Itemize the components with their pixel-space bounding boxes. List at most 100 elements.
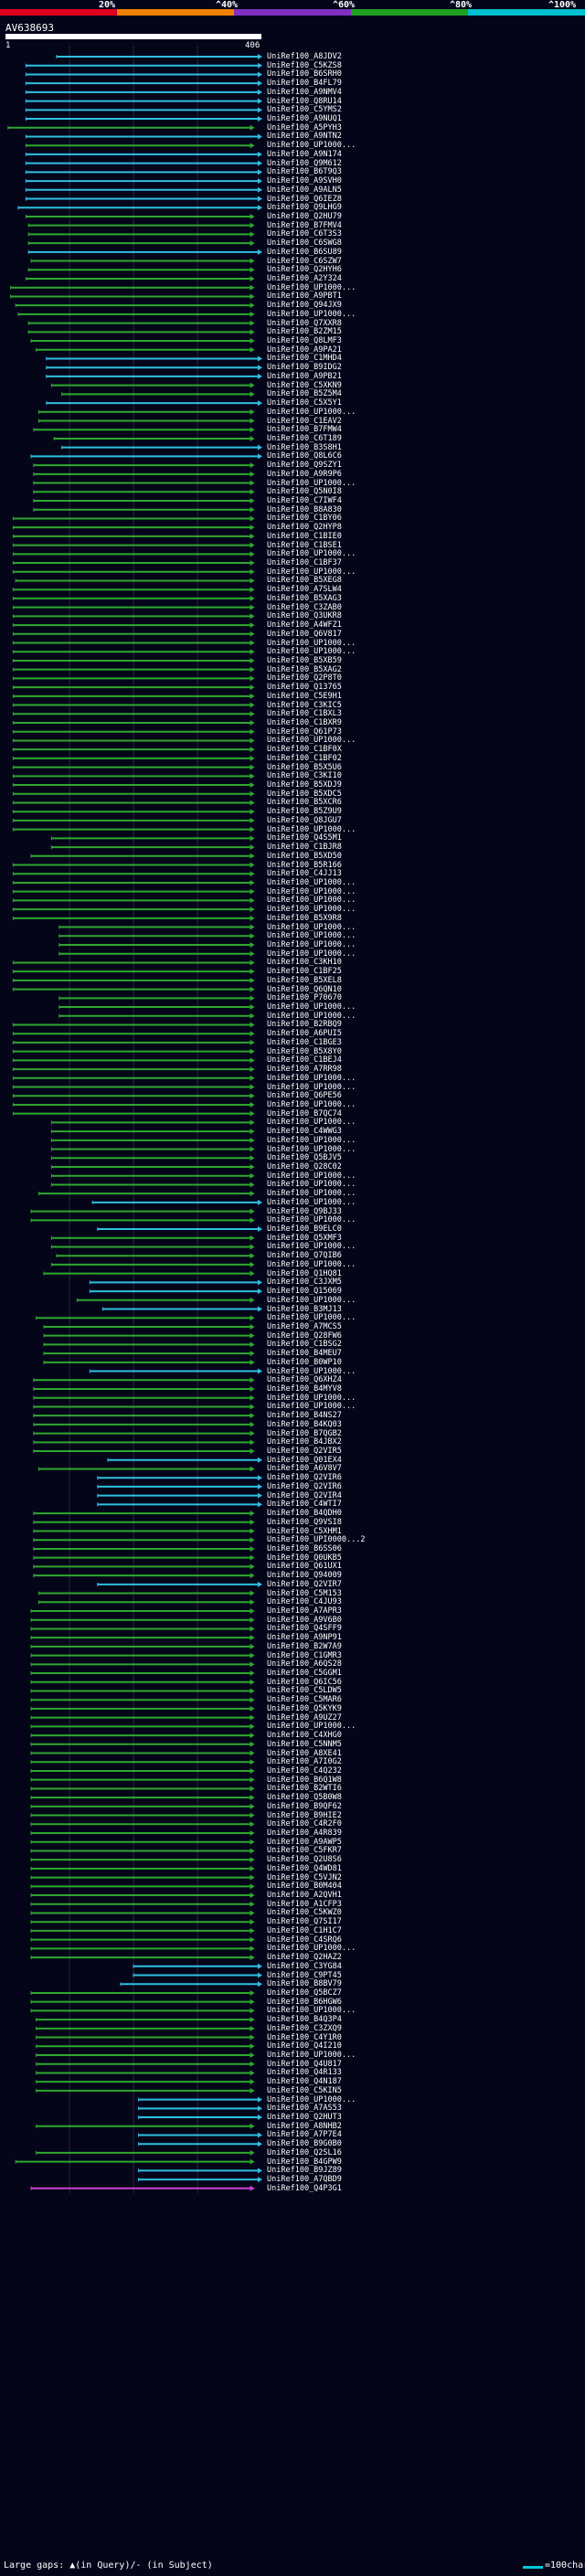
hit-label[interactable]: UniRef100_UP1000... — [267, 407, 356, 417]
hit-label[interactable]: UniRef100_A6V8V7 — [267, 1464, 342, 1474]
hit-label[interactable]: UniRef100_B9JZ89 — [267, 2166, 342, 2176]
hit-label[interactable]: UniRef100_B4KQ03 — [267, 1419, 342, 1429]
hit-label[interactable]: UniRef100_B5XAG3 — [267, 593, 342, 603]
hit-label[interactable]: UniRef100_B9IDG2 — [267, 363, 342, 373]
hit-label[interactable]: UniRef100_C1BSE1 — [267, 540, 342, 550]
hit-label[interactable]: UniRef100_Q8JGU7 — [267, 815, 342, 825]
hit-label[interactable]: UniRef100_A7RR98 — [267, 1065, 342, 1075]
hit-label[interactable]: UniRef100_UP1000... — [267, 1144, 356, 1154]
hit-label[interactable]: UniRef100_C1GMR3 — [267, 1650, 342, 1660]
hit-label[interactable]: UniRef100_B5X5U6 — [267, 762, 342, 772]
hit-label[interactable]: UniRef100_B8A830 — [267, 504, 342, 514]
hit-label[interactable]: UniRef100_Q2P8T0 — [267, 673, 342, 684]
hit-label[interactable]: UniRef100_UP1000... — [267, 638, 356, 648]
hit-label[interactable]: UniRef100_UP1000... — [267, 824, 356, 834]
hit-label[interactable]: UniRef100_Q28C02 — [267, 1162, 342, 1171]
hit-label[interactable]: UniRef100_B5Z5M4 — [267, 389, 342, 399]
hit-label[interactable]: UniRef100_C1BF37 — [267, 558, 342, 568]
hit-label[interactable]: UniRef100_UP1000... — [267, 922, 356, 932]
hit-label[interactable]: UniRef100_C5MAR6 — [267, 1695, 342, 1705]
hit-label[interactable]: UniRef100_Q5KYK9 — [267, 1703, 342, 1713]
hit-label[interactable]: UniRef100_C5KWZ0 — [267, 1908, 342, 1918]
hit-label[interactable]: UniRef100_UPI0000...2 — [267, 1535, 366, 1545]
hit-label[interactable]: UniRef100_B3MJ13 — [267, 1304, 342, 1314]
hit-label[interactable]: UniRef100_Q9SZY1 — [267, 461, 342, 471]
hit-label[interactable]: UniRef100_B7QC74 — [267, 1108, 342, 1118]
hit-label[interactable]: UniRef100_UP1000... — [267, 1259, 356, 1269]
hit-label[interactable]: UniRef100_Q6V817 — [267, 629, 342, 639]
hit-label[interactable]: UniRef100_A9N174 — [267, 149, 342, 159]
hit-label[interactable]: UniRef100_B7FMV4 — [267, 220, 342, 230]
hit-label[interactable]: UniRef100_Q8LMF3 — [267, 336, 342, 346]
hit-label[interactable]: UniRef100_UP1000... — [267, 1313, 356, 1323]
hit-label[interactable]: UniRef100_A7QBD9 — [267, 2175, 342, 2185]
hit-label[interactable]: UniRef100_C3ZXQ9 — [267, 2023, 342, 2033]
hit-label[interactable]: UniRef100_UP1000... — [267, 1197, 356, 1207]
hit-label[interactable]: UniRef100_C1BF25 — [267, 967, 342, 977]
hit-label[interactable]: UniRef100_Q6IEZ8 — [267, 194, 342, 204]
hit-label[interactable]: UniRef100_UP1000... — [267, 2051, 356, 2060]
hit-label[interactable]: UniRef100_B2W7A9 — [267, 1641, 342, 1651]
hit-label[interactable]: UniRef100_UP1000... — [267, 1082, 356, 1092]
hit-label[interactable]: UniRef100_C3YG84 — [267, 1961, 342, 1971]
hit-label[interactable]: UniRef100_B9G0B0 — [267, 2139, 342, 2149]
hit-label[interactable]: UniRef100_B4MEU7 — [267, 1349, 342, 1359]
hit-label[interactable]: UniRef100_C7IWF4 — [267, 496, 342, 505]
hit-label[interactable]: UniRef100_A9NP91 — [267, 1633, 342, 1643]
hit-label[interactable]: UniRef100_UP1000... — [267, 567, 356, 577]
hit-label[interactable]: UniRef100_A1CFP3 — [267, 1899, 342, 1909]
hit-label[interactable]: UniRef100_UP1000... — [267, 940, 356, 949]
hit-label[interactable]: UniRef100_B5X9R8 — [267, 913, 342, 923]
hit-label[interactable]: UniRef100_UP1000... — [267, 549, 356, 559]
hit-label[interactable]: UniRef100_UP1000... — [267, 1944, 356, 1954]
hit-label[interactable]: UniRef100_Q8RU14 — [267, 96, 342, 106]
hit-label[interactable]: UniRef100_UP1000... — [267, 1242, 356, 1252]
hit-label[interactable]: UniRef100_B6Q1W8 — [267, 1775, 342, 1785]
hit-label[interactable]: UniRef100_B4FL79 — [267, 79, 342, 89]
hit-label[interactable]: UniRef100_C5E9H1 — [267, 691, 342, 701]
hit-label[interactable]: UniRef100_C5KIN5 — [267, 2085, 342, 2095]
hit-label[interactable]: UniRef100_Q2VIR6 — [267, 1481, 342, 1491]
hit-label[interactable]: UniRef100_C3ZAB0 — [267, 602, 342, 612]
hit-label[interactable]: UniRef100_B4JBX2 — [267, 1437, 342, 1447]
hit-label[interactable]: UniRef100_Q2U8S6 — [267, 1855, 342, 1865]
hit-label[interactable]: UniRef100_A9NMV4 — [267, 87, 342, 97]
hit-label[interactable]: UniRef100_C3KI10 — [267, 771, 342, 781]
hit-label[interactable]: UniRef100_UP1000... — [267, 647, 356, 657]
hit-label[interactable]: UniRef100_C9PT45 — [267, 1970, 342, 1980]
hit-label[interactable]: UniRef100_Q9VSI8 — [267, 1517, 342, 1527]
hit-label[interactable]: UniRef100_Q2HAZ2 — [267, 1953, 342, 1963]
hit-label[interactable]: UniRef100_A7MCS5 — [267, 1321, 342, 1331]
hit-label[interactable]: UniRef100_Q2HU79 — [267, 211, 342, 221]
hit-label[interactable]: UniRef100_Q4N187 — [267, 2077, 342, 2087]
hit-label[interactable]: UniRef100_UP1000... — [267, 1402, 356, 1412]
hit-label[interactable]: UniRef100_UP1000... — [267, 1171, 356, 1181]
hit-label[interactable]: UniRef100_A8XE41 — [267, 1748, 342, 1758]
hit-label[interactable]: UniRef100_A7AS53 — [267, 2104, 342, 2114]
hit-label[interactable]: UniRef100_Q4I210 — [267, 2041, 342, 2051]
hit-label[interactable]: UniRef100_C5VJN2 — [267, 1872, 342, 1882]
hit-label[interactable]: UniRef100_UP1000... — [267, 1118, 356, 1128]
hit-label[interactable]: UniRef100_C1BF0X — [267, 745, 342, 755]
hit-label[interactable]: UniRef100_UP1000... — [267, 736, 356, 746]
hit-label[interactable]: UniRef100_UP1000... — [267, 1366, 356, 1376]
hit-label[interactable]: UniRef100_A9SVH0 — [267, 176, 342, 186]
hit-label[interactable]: UniRef100_A5PYH3 — [267, 122, 342, 133]
hit-label[interactable]: UniRef100_B5XDJ9 — [267, 780, 342, 790]
hit-label[interactable]: UniRef100_Q2HYH6 — [267, 265, 342, 275]
hit-label[interactable]: UniRef100_B6SS06 — [267, 1543, 342, 1553]
hit-label[interactable]: UniRef100_C1BSG2 — [267, 1340, 342, 1350]
hit-label[interactable]: UniRef100_Q2VIR6 — [267, 1473, 342, 1483]
hit-label[interactable]: UniRef100_C6SZW7 — [267, 256, 342, 266]
hit-label[interactable]: UniRef100_C1H1C7 — [267, 1925, 342, 1935]
hit-label[interactable]: UniRef100_UP1000... — [267, 1189, 356, 1199]
hit-label[interactable]: UniRef100_A9R9P6 — [267, 469, 342, 479]
hit-label[interactable]: UniRef100_C5M153 — [267, 1588, 342, 1598]
hit-label[interactable]: UniRef100_B0WP10 — [267, 1357, 342, 1367]
hit-label[interactable]: UniRef100_C4XHG0 — [267, 1731, 342, 1741]
hit-label[interactable]: UniRef100_Q94JX9 — [267, 301, 342, 311]
hit-label[interactable]: UniRef100_C1EAV2 — [267, 416, 342, 426]
hit-label[interactable]: UniRef100_A7P7E4 — [267, 2130, 342, 2140]
hit-label[interactable]: UniRef100_C4WTI7 — [267, 1500, 342, 1510]
hit-label[interactable]: UniRef100_B4Q3P4 — [267, 2015, 342, 2025]
